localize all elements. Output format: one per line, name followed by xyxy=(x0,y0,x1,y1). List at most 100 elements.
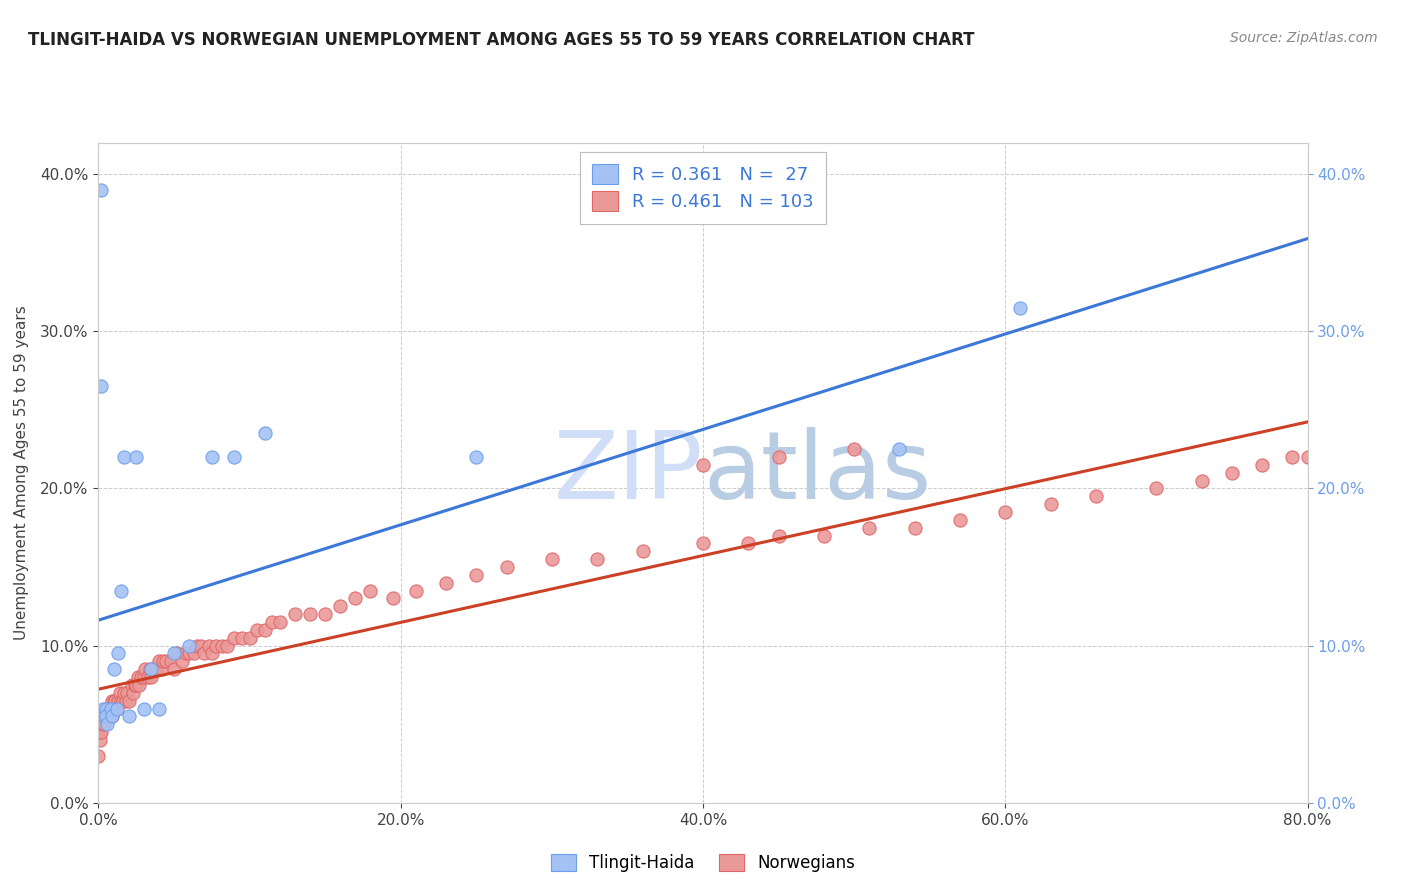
Point xyxy=(360,583,382,598)
Point xyxy=(205,639,228,653)
Point xyxy=(141,670,163,684)
Point xyxy=(96,717,118,731)
Point xyxy=(858,521,880,535)
Point xyxy=(495,560,517,574)
Point xyxy=(91,701,114,715)
Point xyxy=(112,686,135,700)
Point xyxy=(768,528,790,542)
Point xyxy=(132,670,155,684)
Point xyxy=(114,693,136,707)
Point xyxy=(949,513,972,527)
Point xyxy=(211,639,233,653)
Point xyxy=(90,717,112,731)
Point xyxy=(737,536,759,550)
Point xyxy=(344,591,367,606)
Point xyxy=(110,693,132,707)
Text: Source: ZipAtlas.com: Source: ZipAtlas.com xyxy=(1230,31,1378,45)
Point xyxy=(299,607,322,622)
Point xyxy=(122,686,145,700)
Point xyxy=(118,709,141,723)
Point xyxy=(111,693,134,707)
Point xyxy=(91,709,114,723)
Point xyxy=(253,426,276,441)
Point xyxy=(125,678,148,692)
Point xyxy=(139,662,162,676)
Point xyxy=(586,552,609,566)
Point xyxy=(540,552,562,566)
Point xyxy=(163,647,186,661)
Point xyxy=(98,709,121,723)
Point xyxy=(136,670,159,684)
Point xyxy=(239,631,262,645)
Point xyxy=(100,701,122,715)
Y-axis label: Unemployment Among Ages 55 to 59 years: Unemployment Among Ages 55 to 59 years xyxy=(14,305,30,640)
Point xyxy=(87,748,110,763)
Point xyxy=(96,709,118,723)
Point xyxy=(215,639,238,653)
Point xyxy=(405,583,427,598)
Point xyxy=(134,662,156,676)
Point xyxy=(150,662,173,676)
Point xyxy=(125,450,148,464)
Point xyxy=(201,450,224,464)
Point xyxy=(152,654,174,668)
Point xyxy=(186,639,208,653)
Point xyxy=(179,647,201,661)
Point xyxy=(434,575,457,590)
Point xyxy=(692,458,714,472)
Point xyxy=(91,717,114,731)
Point xyxy=(110,583,132,598)
Point xyxy=(103,693,125,707)
Point xyxy=(1251,458,1274,472)
Point xyxy=(89,733,111,747)
Point xyxy=(692,536,714,550)
Point xyxy=(269,615,291,629)
Point xyxy=(148,654,170,668)
Point xyxy=(118,693,141,707)
Point xyxy=(768,450,790,464)
Point xyxy=(124,678,146,692)
Point xyxy=(105,701,128,715)
Text: atlas: atlas xyxy=(703,426,931,519)
Point xyxy=(179,639,201,653)
Point xyxy=(174,647,197,661)
Point xyxy=(1296,450,1319,464)
Point xyxy=(103,701,125,715)
Point xyxy=(314,607,336,622)
Point xyxy=(94,709,117,723)
Point xyxy=(465,568,488,582)
Point xyxy=(1010,301,1032,315)
Point xyxy=(201,647,224,661)
Point xyxy=(889,442,911,457)
Legend: Tlingit-Haida, Norwegians: Tlingit-Haida, Norwegians xyxy=(543,846,863,880)
Text: TLINGIT-HAIDA VS NORWEGIAN UNEMPLOYMENT AMONG AGES 55 TO 59 YEARS CORRELATION CH: TLINGIT-HAIDA VS NORWEGIAN UNEMPLOYMENT … xyxy=(28,31,974,49)
Point xyxy=(94,701,117,715)
Point xyxy=(329,599,352,614)
Point xyxy=(105,701,128,715)
Point xyxy=(108,686,131,700)
Point xyxy=(631,544,654,558)
Point xyxy=(197,639,219,653)
Point xyxy=(382,591,405,606)
Point xyxy=(93,709,115,723)
Point xyxy=(284,607,307,622)
Point xyxy=(115,686,138,700)
Point xyxy=(1039,497,1062,511)
Point xyxy=(101,709,124,723)
Point xyxy=(93,717,115,731)
Point xyxy=(148,701,170,715)
Point xyxy=(1191,474,1213,488)
Point xyxy=(994,505,1017,519)
Point xyxy=(93,709,115,723)
Point xyxy=(90,183,112,197)
Point xyxy=(129,670,152,684)
Point xyxy=(190,639,212,653)
Point xyxy=(844,442,866,457)
Point xyxy=(107,647,129,661)
Point xyxy=(1220,466,1243,480)
Point xyxy=(224,631,246,645)
Point xyxy=(98,701,121,715)
Point xyxy=(94,701,117,715)
Point xyxy=(145,662,167,676)
Point xyxy=(127,670,149,684)
